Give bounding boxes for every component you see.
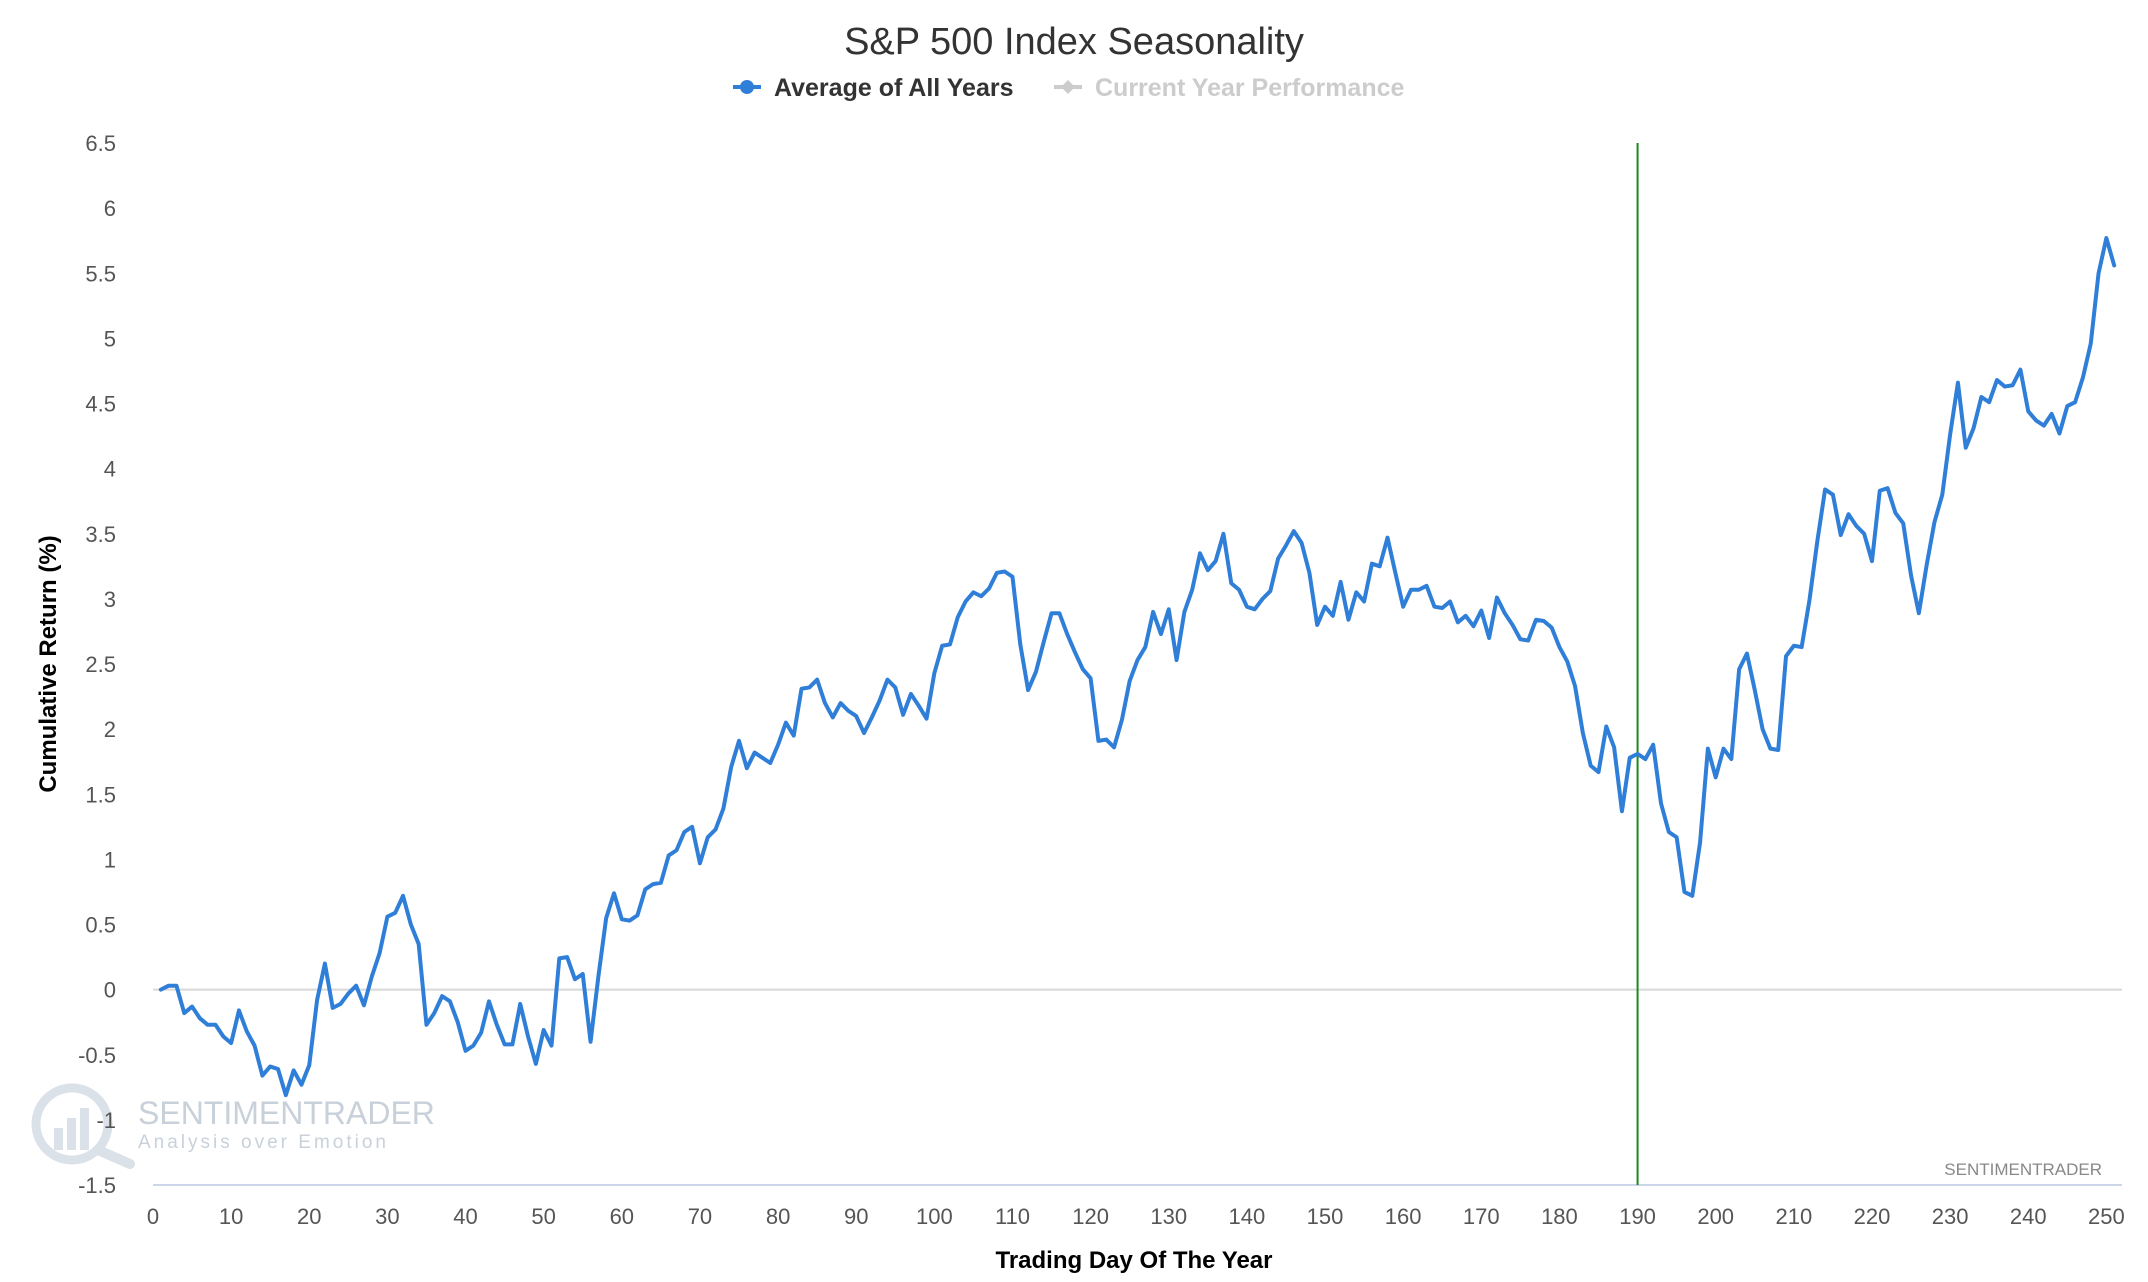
legend-item-current-year[interactable]: Current Year Performance: [1054, 74, 1404, 102]
watermark-handle: [93, 1145, 135, 1169]
x-tick-label: 60: [610, 1204, 634, 1229]
chart-title: S&P 500 Index Seasonality: [844, 21, 1304, 63]
x-tick-label: 150: [1307, 1204, 1344, 1229]
x-tick-label: 190: [1619, 1204, 1656, 1229]
y-tick-label: -1: [96, 1108, 116, 1133]
axes: -1.5 -1 -0.5 0 0.5 1 1.5 2 2.5 3 3.5 4 4.5 5 5.5 6 6.5 0 1…: [78, 131, 2125, 1229]
watermark-name: SENTIMENTRADER: [138, 1095, 435, 1131]
x-tick-label: 0: [147, 1204, 159, 1229]
x-tick-label: 160: [1385, 1204, 1422, 1229]
y-tick-label: 0: [104, 978, 116, 1003]
x-tick-label: 220: [1854, 1204, 1891, 1229]
watermark-logo: SENTIMENTRADER Analysis over Emotion: [31, 1083, 435, 1169]
y-tick-label: 5: [104, 326, 116, 351]
y-tick-label: 5.5: [85, 261, 116, 286]
x-tick-label: 80: [766, 1204, 790, 1229]
x-tick-label: 170: [1463, 1204, 1500, 1229]
legend: Average of All Years Current Year Perfor…: [733, 74, 1404, 102]
y-tick-label: -0.5: [78, 1043, 116, 1068]
x-tick-label: 140: [1229, 1204, 1266, 1229]
legend-label-current-year: Current Year Performance: [1095, 74, 1404, 102]
watermark-magnifier-icon: [31, 1083, 113, 1165]
y-tick-label: -1.5: [78, 1173, 116, 1198]
x-tick-label: 50: [531, 1204, 555, 1229]
legend-item-average[interactable]: Average of All Years: [733, 74, 1013, 102]
x-tick-label: 250: [2088, 1204, 2125, 1229]
x-tick-label: 180: [1541, 1204, 1578, 1229]
y-tick-label: 1: [104, 847, 116, 872]
y-tick-label: 4.5: [85, 392, 116, 417]
x-tick-label: 70: [688, 1204, 712, 1229]
y-tick-label: 1.5: [85, 782, 116, 807]
y-tick-label: 6.5: [85, 131, 116, 156]
x-tick-label: 100: [916, 1204, 953, 1229]
legend-label-average: Average of All Years: [774, 74, 1013, 102]
x-tick-label: 20: [297, 1204, 321, 1229]
x-tick-label: 230: [1932, 1204, 1969, 1229]
watermark-bar-1: [54, 1128, 63, 1150]
y-tick-label: 2.5: [85, 652, 116, 677]
x-tick-label: 210: [1775, 1204, 1812, 1229]
x-tick-label: 240: [2010, 1204, 2047, 1229]
watermark-bar-3: [80, 1108, 89, 1150]
series-line-0: [158, 236, 2117, 1098]
watermark-tagline: Analysis over Emotion: [138, 1132, 389, 1153]
legend-marker-average: [740, 80, 754, 94]
series-layer: [158, 236, 2117, 1098]
watermark-bar-2: [67, 1118, 76, 1150]
legend-marker-current-year: [1061, 80, 1075, 94]
x-tick-label: 200: [1697, 1204, 1734, 1229]
x-axis-title: Trading Day Of The Year: [996, 1247, 1273, 1274]
x-tick-label: 40: [453, 1204, 477, 1229]
y-axis-title: Cumulative Return (%): [35, 535, 62, 792]
x-tick-label: 120: [1072, 1204, 1109, 1229]
y-tick-label: 4: [104, 457, 116, 482]
credit-label: SENTIMENTRADER: [1944, 1160, 2102, 1179]
y-tick-label: 0.5: [85, 913, 116, 938]
y-tick-label: 2: [104, 717, 116, 742]
x-tick-label: 110: [995, 1204, 1030, 1229]
y-tick-label: 3.5: [85, 522, 116, 547]
x-tick-label: 130: [1150, 1204, 1187, 1229]
x-tick-label: 30: [375, 1204, 399, 1229]
x-tick-label: 10: [219, 1204, 243, 1229]
y-tick-label: 3: [104, 587, 116, 612]
x-tick-label: 90: [844, 1204, 868, 1229]
y-tick-label: 6: [104, 196, 116, 221]
